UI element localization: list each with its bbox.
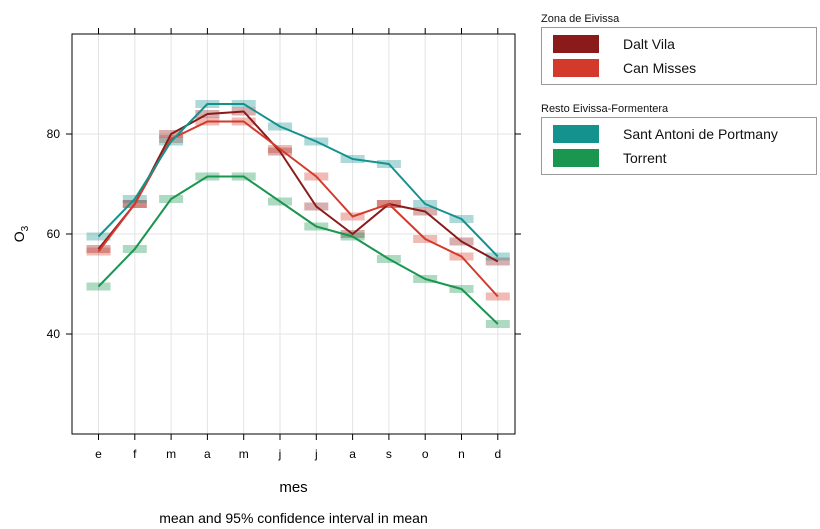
axes: e f m a m j j a s o n d 40 60 80 [47,28,521,461]
legend-label: Torrent [623,150,667,166]
legend-swatch [553,59,599,77]
y-tick-label: 40 [47,327,61,341]
legend-label: Sant Antoni de Portmany [623,126,778,142]
legend-label: Dalt Vila [623,36,675,52]
y-axis-label-subscript: 3 [20,225,31,231]
legend-group-title: Zona de Eivissa [541,13,620,25]
x-tick-label: j [314,447,318,461]
series-line [97,103,499,258]
series-line [97,175,499,325]
x-tick-label: m [166,447,176,461]
x-tick-label: s [386,447,392,461]
series-lines [97,103,499,325]
y-axis-label: O3 [11,225,31,242]
chart-caption: mean and 95% confidence interval in mean [159,510,428,526]
y-tick-label: 60 [47,227,61,241]
x-tick-label: o [422,447,429,461]
y-tick-label: 80 [47,127,61,141]
x-tick-label: d [494,447,501,461]
legend-label: Can Misses [623,60,697,76]
x-tick-label: a [349,447,356,461]
legend-item-can-misses: Can Misses [542,56,816,80]
x-tick-label: j [278,447,282,461]
x-tick-label: n [458,447,465,461]
x-tick-label: a [204,447,211,461]
y-axis-label-main: O [11,231,27,242]
legend-swatch [553,149,599,167]
legend-item-sant-antoni-de-portmany: Sant Antoni de Portmany [542,122,816,146]
x-axis-label: mes [279,479,307,496]
legend-group-zona-de-eivissa: Zona de Eivissa Dalt Vila Can Misses [541,11,817,85]
legend-swatch [553,35,599,53]
x-tick-label: m [239,447,249,461]
grid [72,34,515,434]
legend-group-resto-eivissa-formentera: Resto Eivissa-Formentera Sant Antoni de … [541,101,817,175]
x-tick-label: e [95,447,102,461]
legend-item-torrent: Torrent [542,146,816,170]
legend-item-dalt-vila: Dalt Vila [542,32,816,56]
legend-group-title: Resto Eivissa-Formentera [541,103,669,115]
series-line [97,110,499,263]
x-tick-label: f [133,447,137,461]
legend-swatch [553,125,599,143]
legend-box: Dalt Vila Can Misses [541,27,817,85]
legend-box: Sant Antoni de Portmany Torrent [541,117,817,175]
